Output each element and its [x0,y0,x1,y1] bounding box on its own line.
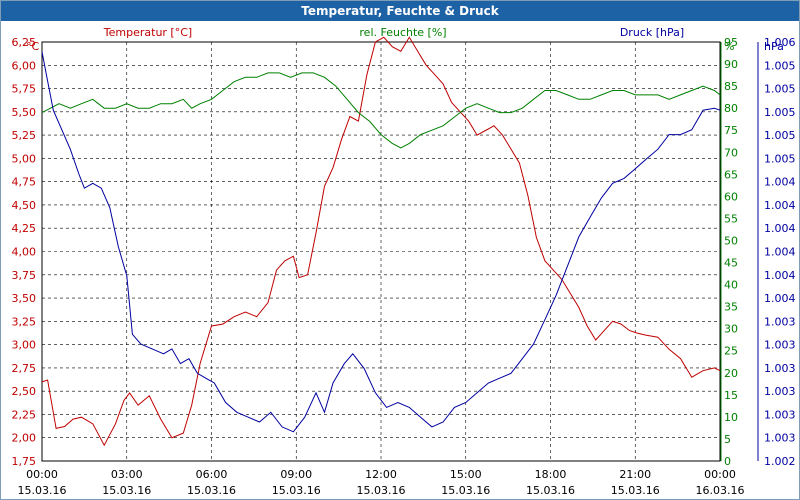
y-left-tick-label: 3,00 [12,339,37,352]
axis-unit-humidity: % [724,40,734,53]
x-tick-date-label: 16.03.16 [696,484,745,497]
axis-unit-temperature: °C [26,40,40,53]
y-right-tick-label: 1.002 [764,455,796,468]
y-left-tick-label: 5,50 [12,106,37,119]
x-tick-date-label: 15.03.16 [441,484,490,497]
window-title: Temperatur, Feuchte & Druck [1,1,799,21]
axes: 1,75 2,00 2,25 2,50 2,75 3,00 3,25 3,50 3,75 4,00… [12,36,796,497]
y-right-tick-label: 1.003 [764,432,796,445]
legend-temperature: Temperatur [°C] [103,26,192,39]
y-mid-tick-label: 95 [724,36,738,49]
y-left-tick-label: 3,75 [12,269,37,282]
y-left-tick-label: 2,25 [12,408,37,421]
x-tick-time-label: 00:00 [26,468,58,481]
x-tick-time-label: 09:00 [280,468,312,481]
y-mid-tick-label: 35 [724,301,738,314]
y-right-tick-label: 1.004 [764,269,796,282]
y-mid-tick-label: 55 [724,212,738,225]
y-mid-tick-label: 60 [724,190,738,203]
series-line-humidity [41,72,721,149]
y-left-tick-label: 3,25 [12,315,37,328]
x-tick-time-label: 00:00 [704,468,736,481]
x-tick-time-label: 06:00 [196,468,228,481]
y-right-tick-label: 1.005 [764,59,796,72]
y-mid-tick-label: 90 [724,58,738,71]
y-left-tick-label: 4,75 [12,176,37,189]
y-right-tick-label: 1.004 [764,246,796,259]
x-tick-date-label: 15.03.16 [611,484,660,497]
y-right-tick-label: 1.003 [764,385,796,398]
y-mid-tick-label: 80 [724,102,738,115]
x-tick-time-label: 18:00 [535,468,567,481]
y-mid-tick-label: 30 [724,323,738,336]
series-line-temperature [41,36,721,447]
y-right-tick-label: 1.005 [764,106,796,119]
y-right-tick-label: 1.003 [764,339,796,352]
y-left-tick-label: 1,75 [12,455,37,468]
y-right-tick-label: 1.004 [764,176,796,189]
y-right-tick-label: 1.005 [764,129,796,142]
y-left-tick-label: 4,00 [12,246,37,259]
axis-unit-pressure: hPa [764,40,784,53]
y-mid-tick-label: 15 [724,389,738,402]
y-right-tick-label: 1.004 [764,199,796,212]
grid-lines [42,42,720,461]
y-right-tick-label: 1.004 [764,222,796,235]
y-right-tick-label: 1.003 [764,315,796,328]
x-tick-date-label: 15.03.16 [18,484,67,497]
y-right-tick-label: 1.003 [764,408,796,421]
y-right-tick-label: 1.005 [764,83,796,96]
y-mid-tick-label: 20 [724,367,738,380]
y-left-tick-label: 2,50 [12,385,37,398]
y-left-tick-label: 3,50 [12,292,37,305]
x-tick-date-label: 15.03.16 [102,484,151,497]
y-left-tick-label: 2,75 [12,362,37,375]
y-mid-tick-label: 65 [724,168,738,181]
x-tick-time-label: 15:00 [450,468,482,481]
y-right-tick-label: 1.004 [764,292,796,305]
y-mid-tick-label: 45 [724,257,738,270]
y-right-tick-label: 1.003 [764,362,796,375]
x-tick-date-label: 15.03.16 [357,484,406,497]
y-left-tick-label: 2,00 [12,432,37,445]
y-mid-tick-label: 0 [724,455,731,468]
y-mid-tick-label: 5 [724,433,731,446]
x-tick-time-label: 12:00 [365,468,397,481]
y-left-tick-label: 6,25 [12,36,37,49]
y-mid-tick-label: 75 [724,124,738,137]
series-line-pressure [41,51,721,433]
y-right-tick-label: 1.005 [764,152,796,165]
series-lines [41,36,721,447]
y-mid-tick-label: 25 [724,345,738,358]
x-tick-date-label: 15.03.16 [187,484,236,497]
y-left-tick-label: 6,00 [12,59,37,72]
x-tick-time-label: 21:00 [619,468,651,481]
y-mid-tick-label: 70 [724,146,738,159]
y-left-tick-label: 5,00 [12,152,37,165]
y-mid-tick-label: 10 [724,411,738,424]
x-tick-time-label: 03:00 [111,468,143,481]
y-mid-tick-label: 85 [724,80,738,93]
legend-humidity: rel. Feuchte [%] [359,26,446,39]
x-tick-date-label: 15.03.16 [526,484,575,497]
y-mid-tick-label: 50 [724,234,738,247]
y-left-tick-label: 4,25 [12,222,37,235]
y-left-tick-label: 5,25 [12,129,37,142]
y-mid-tick-label: 40 [724,279,738,292]
y-left-tick-label: 4,50 [12,199,37,212]
y-right-tick-label: 1.006 [764,36,796,49]
x-tick-date-label: 15.03.16 [272,484,321,497]
y-left-tick-label: 5,75 [12,83,37,96]
legend-pressure: Druck [hPa] [620,26,684,39]
